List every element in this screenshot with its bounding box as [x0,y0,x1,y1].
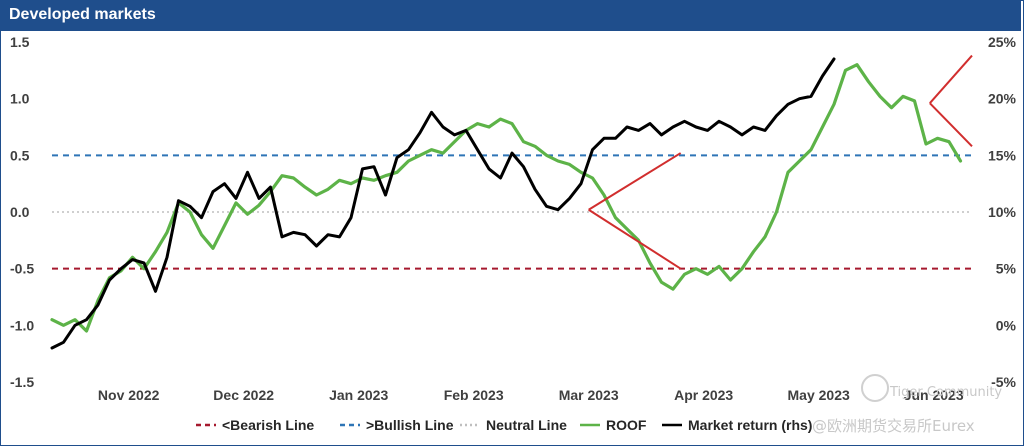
annotation-line [929,54,973,104]
x-tick-label: Feb 2023 [444,387,504,403]
y-left-tick-label: 1.5 [10,34,30,50]
y-right-tick-label: 0% [996,317,1017,333]
legend-label: ROOF [606,417,647,433]
y-left-tick-label: -0.5 [10,261,34,277]
y-left-tick-label: 0.5 [10,147,30,163]
market-return-line [50,57,836,350]
x-tick-label: Jun 2023 [904,387,964,403]
x-tick-label: May 2023 [788,387,850,403]
annotation-line [588,208,682,270]
chart-header: Developed markets [1,1,1021,31]
y-right-tick-label: 10% [988,204,1017,220]
y-right-tick-label: 20% [988,91,1017,107]
y-left-tick-label: 1.0 [10,91,30,107]
x-tick-label: Dec 2022 [213,387,274,403]
y-left-tick-label: -1.5 [10,374,34,390]
y-right-tick-label: -5% [991,374,1016,390]
legend-label: Neutral Line [486,417,567,433]
y-right-tick-label: 15% [988,147,1017,163]
y-right-tick-label: 25% [988,34,1017,50]
legend-label: Market return (rhs) [688,417,812,433]
watermark-text: Tiger Community [889,385,1002,400]
x-tick-label: Mar 2023 [559,387,619,403]
y-left-tick-label: 0.0 [10,204,30,220]
legend-label: >Bullish Line [366,417,454,433]
x-tick-label: Nov 2022 [98,387,160,403]
annotation-line [929,102,973,147]
x-tick-label: Jan 2023 [329,387,388,403]
roof-line [50,63,963,333]
chart-title: Developed markets [9,6,156,23]
y-right-tick-label: 5% [996,261,1017,277]
x-tick-label: Apr 2023 [674,387,733,403]
legend-label: <Bearish Line [222,417,314,433]
watermark-text: @欧洲期货交易所Eurex [812,417,975,435]
annotation-line [588,152,682,211]
watermark-logo-icon [861,374,889,402]
y-left-tick-label: -1.0 [10,317,34,333]
